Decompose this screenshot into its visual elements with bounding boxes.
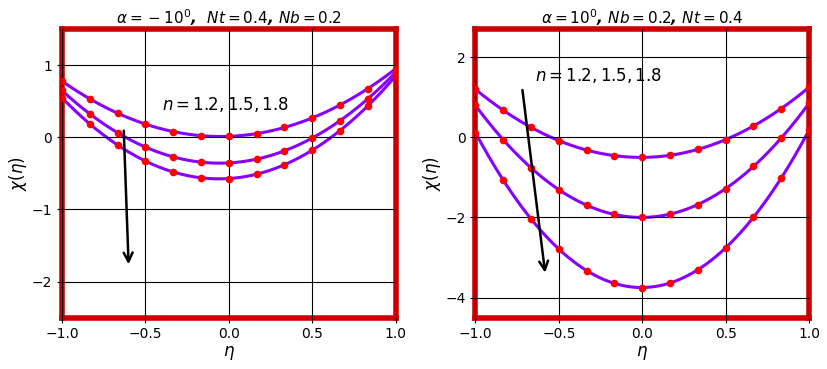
- Text: $n = 1.2, 1.5, 1.8$: $n = 1.2, 1.5, 1.8$: [535, 66, 662, 85]
- Y-axis label: $\chi(\eta)$: $\chi(\eta)$: [7, 156, 29, 191]
- Text: $n = 1.2, 1.5, 1.8$: $n = 1.2, 1.5, 1.8$: [162, 95, 289, 114]
- Y-axis label: $\chi(\eta)$: $\chi(\eta)$: [420, 156, 442, 191]
- Title: $\alpha = -10^0$,  $Nt = 0.4$, $Nb = 0.2$: $\alpha = -10^0$, $Nt = 0.4$, $Nb = 0.2$: [116, 7, 342, 28]
- X-axis label: $\eta$: $\eta$: [222, 344, 235, 362]
- X-axis label: $\eta$: $\eta$: [636, 344, 648, 362]
- Title: $\alpha = 10^0$, $Nb = 0.2$, $Nt = 0.4$: $\alpha = 10^0$, $Nb = 0.2$, $Nt = 0.4$: [541, 7, 743, 28]
